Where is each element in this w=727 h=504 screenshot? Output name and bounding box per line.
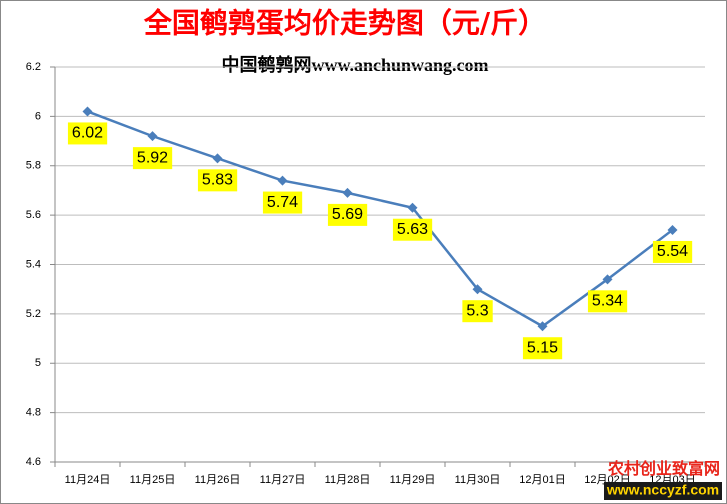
marker bbox=[147, 131, 158, 142]
x-tick-label: 11月25日 bbox=[130, 474, 176, 486]
marker bbox=[342, 187, 353, 198]
data-label: 5.54 bbox=[657, 243, 688, 260]
data-label-group: 5.83 bbox=[197, 169, 238, 192]
chart-title: 全国鹌鹑蛋均价走势图（元/斤） bbox=[143, 7, 546, 40]
x-tick-label: 11月28日 bbox=[325, 474, 371, 486]
data-label-bg bbox=[462, 300, 493, 323]
y-tick-label: 4.6 bbox=[26, 456, 41, 468]
y-tick-label: 6.2 bbox=[26, 61, 41, 73]
data-label-bg bbox=[392, 218, 433, 241]
data-label: 5.92 bbox=[137, 149, 168, 166]
marker bbox=[212, 153, 223, 164]
data-label-bg bbox=[327, 203, 368, 226]
data-label-bg bbox=[262, 191, 303, 214]
y-tick-label: 5.8 bbox=[26, 160, 41, 172]
marker bbox=[407, 202, 418, 213]
data-label: 5.83 bbox=[202, 172, 233, 189]
marker bbox=[277, 175, 288, 186]
x-tick-label: 11月27日 bbox=[260, 474, 306, 486]
data-label: 5.63 bbox=[397, 221, 428, 238]
y-tick-label: 5 bbox=[35, 357, 41, 369]
data-label: 5.3 bbox=[466, 302, 488, 319]
watermark: www.nccyzf.com bbox=[606, 482, 719, 498]
x-tick-label: 11月24日 bbox=[65, 474, 111, 486]
data-label-group: 5.92 bbox=[132, 147, 173, 170]
x-tick-label: 11月30日 bbox=[455, 474, 501, 486]
data-label-bg bbox=[587, 290, 628, 313]
data-label-group: 5.69 bbox=[327, 203, 368, 226]
data-label-group: 5.15 bbox=[522, 337, 563, 360]
line bbox=[87, 110, 674, 328]
chart-subtitle: 中国鹌鹑网www.anchunwang.com bbox=[221, 54, 488, 75]
data-label-bg bbox=[652, 240, 693, 263]
marker bbox=[82, 106, 93, 117]
x-tick-label: 11月26日 bbox=[195, 474, 241, 486]
marker bbox=[667, 224, 678, 235]
x-tick-label: 11月29日 bbox=[390, 474, 436, 486]
data-label-bg bbox=[197, 169, 238, 192]
data-label: 5.15 bbox=[527, 339, 558, 356]
marker bbox=[537, 321, 548, 332]
data-label-bg bbox=[132, 147, 173, 170]
marker bbox=[602, 274, 613, 285]
data-label: 5.74 bbox=[267, 194, 298, 211]
data-label-group: 5.3 bbox=[462, 300, 493, 323]
y-tick-label: 5.2 bbox=[26, 308, 41, 320]
data-label-group: 5.74 bbox=[262, 191, 303, 214]
data-label-bg bbox=[522, 337, 563, 360]
data-label: 5.69 bbox=[332, 206, 363, 223]
x-tick-label: 12月01日 bbox=[519, 474, 565, 486]
data-label-group: 6.02 bbox=[67, 122, 108, 145]
data-label: 6.02 bbox=[72, 125, 103, 142]
data-label: 5.34 bbox=[592, 293, 623, 310]
watermark-bg bbox=[604, 482, 722, 500]
y-tick-label: 6 bbox=[35, 110, 41, 122]
data-label-group: 5.34 bbox=[587, 290, 628, 313]
y-tick-label: 4.8 bbox=[26, 407, 41, 419]
data-label-group: 5.63 bbox=[392, 218, 433, 241]
data-label-group: 5.54 bbox=[652, 240, 693, 263]
marker bbox=[472, 284, 483, 295]
watermark: 农村创业致富网 bbox=[607, 459, 720, 478]
y-tick-label: 5.4 bbox=[26, 258, 41, 270]
y-tick-label: 5.6 bbox=[26, 209, 41, 221]
data-label-bg bbox=[67, 122, 108, 145]
